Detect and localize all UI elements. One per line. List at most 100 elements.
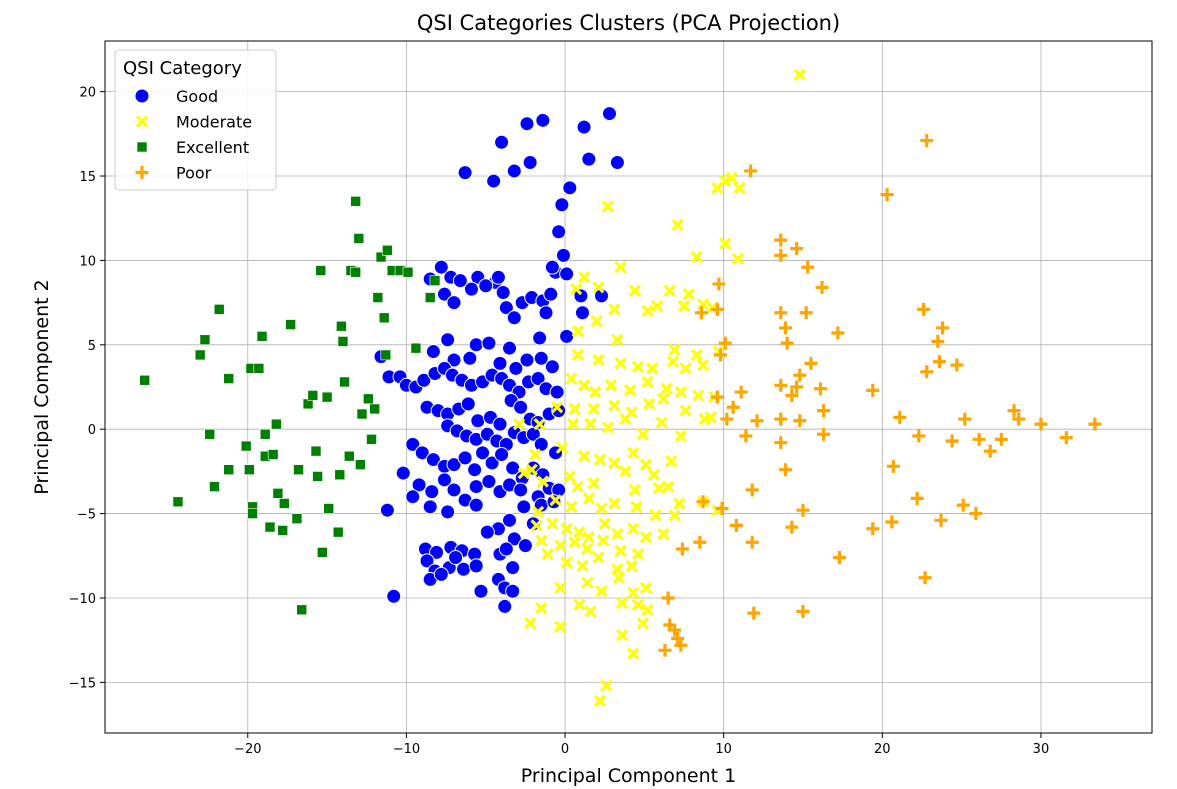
poor-point xyxy=(1088,417,1102,431)
moderate-point xyxy=(627,446,640,459)
good-point xyxy=(519,352,535,368)
moderate-point xyxy=(614,357,627,370)
poor-point xyxy=(796,503,810,517)
good-point xyxy=(609,155,625,171)
moderate-point xyxy=(608,497,621,510)
good-point xyxy=(525,426,541,442)
good-point xyxy=(446,352,462,368)
x-tick-label: 30 xyxy=(1033,742,1050,757)
moderate-point xyxy=(696,358,710,372)
good-point xyxy=(433,259,449,275)
data-points xyxy=(139,68,1102,708)
good-point xyxy=(522,155,538,171)
good-point xyxy=(576,119,592,135)
poor-point xyxy=(866,383,880,397)
good-point xyxy=(497,598,513,614)
moderate-point xyxy=(608,399,621,412)
good-point xyxy=(457,165,473,181)
good-point xyxy=(574,305,590,321)
y-tick-label: −10 xyxy=(69,592,96,607)
moderate-point xyxy=(554,539,567,552)
y-tick-label: 0 xyxy=(88,423,96,438)
good-point xyxy=(436,286,452,302)
good-point xyxy=(544,359,560,375)
moderate-point xyxy=(577,450,591,463)
good-point xyxy=(425,344,441,360)
moderate-point xyxy=(657,392,670,405)
excellent-point xyxy=(267,449,279,460)
good-point xyxy=(379,502,395,518)
excellent-point xyxy=(307,390,319,401)
poor-point xyxy=(920,365,934,379)
good-point xyxy=(481,474,497,490)
moderate-point xyxy=(649,509,662,522)
excellent-point xyxy=(378,312,390,324)
moderate-point xyxy=(573,598,586,611)
poor-point xyxy=(774,378,788,392)
excellent-point xyxy=(323,503,334,514)
poor-point xyxy=(785,388,799,402)
moderate-point xyxy=(554,620,567,633)
excellent-point xyxy=(380,349,392,361)
poor-point xyxy=(714,348,728,362)
excellent-point xyxy=(139,374,150,386)
good-point xyxy=(544,259,560,275)
poor-point xyxy=(720,412,734,426)
good-point xyxy=(535,112,551,128)
moderate-point xyxy=(614,261,627,274)
good-point xyxy=(446,457,462,473)
excellent-point xyxy=(350,196,361,207)
good-point xyxy=(468,497,484,513)
grid xyxy=(105,41,1152,733)
good-point xyxy=(468,558,484,574)
poor-point xyxy=(1059,431,1073,445)
moderate-point xyxy=(604,379,618,392)
moderate-point xyxy=(601,200,615,213)
good-point xyxy=(460,396,476,412)
poor-point xyxy=(936,321,950,335)
poor-point xyxy=(668,623,682,637)
good-point xyxy=(532,330,548,346)
good-point xyxy=(486,173,502,189)
poor-point xyxy=(918,571,932,585)
good-point xyxy=(416,372,432,388)
y-tick-label: 5 xyxy=(88,339,96,354)
poor-point xyxy=(774,248,788,262)
excellent-point xyxy=(317,547,328,558)
moderate-point xyxy=(608,456,621,470)
moderate-point xyxy=(592,353,605,367)
moderate-point xyxy=(590,315,603,328)
moderate-point xyxy=(663,284,676,297)
moderate-point xyxy=(674,429,687,443)
moderate-point xyxy=(619,412,632,426)
moderate-point xyxy=(696,298,710,311)
moderate-point xyxy=(641,304,654,318)
moderate-point xyxy=(623,384,637,397)
good-point xyxy=(457,450,473,466)
poor-point xyxy=(796,604,810,618)
poor-point xyxy=(790,242,804,256)
poor-point xyxy=(931,334,945,348)
good-point xyxy=(530,371,546,387)
moderate-point xyxy=(582,492,595,505)
x-tick-label: 20 xyxy=(874,742,891,757)
good-point xyxy=(463,281,479,297)
poor-point xyxy=(917,302,931,316)
excellent-point xyxy=(355,459,366,470)
good-point xyxy=(452,273,468,289)
moderate-point xyxy=(704,411,718,424)
moderate-point xyxy=(536,475,549,488)
moderate-point xyxy=(573,526,586,539)
poor-point xyxy=(893,410,907,424)
moderate-point xyxy=(577,271,591,284)
moderate-point xyxy=(549,493,562,507)
moderate-point xyxy=(528,448,542,461)
excellent-point xyxy=(172,496,184,508)
moderate-point xyxy=(568,536,581,549)
poor-point xyxy=(747,606,761,620)
excellent-point xyxy=(332,526,344,538)
moderate-point xyxy=(563,470,576,483)
poor-point xyxy=(785,520,799,534)
good-point xyxy=(505,560,521,576)
moderate-point xyxy=(668,343,681,356)
